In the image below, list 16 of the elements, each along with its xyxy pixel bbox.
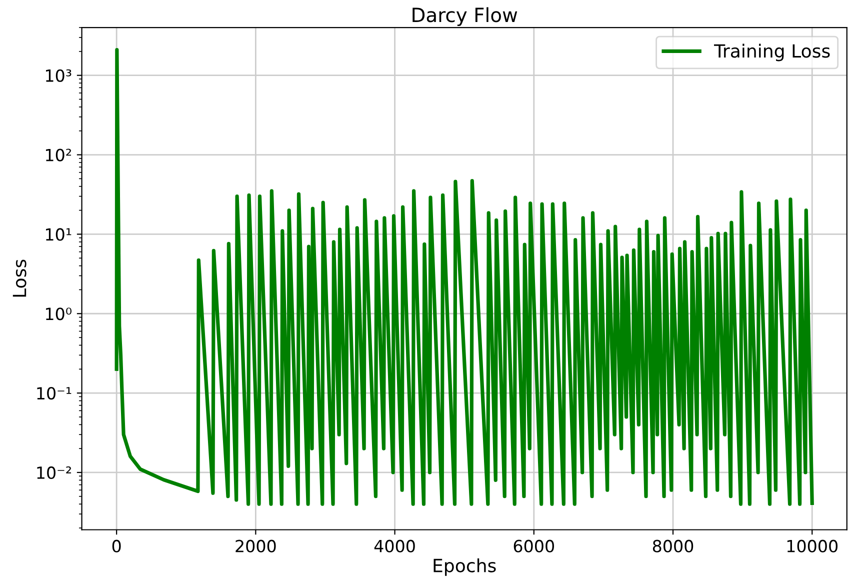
x-tick-label: 6000 [514,540,554,552]
y-tick-label: 10⁰ [46,308,72,320]
y-axis-title: Loss [12,260,26,297]
x-tick-label: 4000 [374,540,415,552]
y-tick-label: 10¹ [46,228,72,241]
x-tick-label: 0 [112,540,121,552]
y-tick-label: 10⁻¹ [37,387,72,400]
x-tick-label: 10000 [787,540,838,552]
y-tick-label: 10² [46,148,72,162]
y-tick-label: 10³ [46,69,72,82]
x-axis-title: Epochs [434,558,496,576]
y-tick-label: 10⁻² [37,466,72,480]
x-tick-label: 8000 [652,540,694,552]
legend-label: Training Loss [714,44,830,62]
x-tick-label: 2000 [236,540,276,552]
chart-title: Darcy Flow [412,7,518,26]
